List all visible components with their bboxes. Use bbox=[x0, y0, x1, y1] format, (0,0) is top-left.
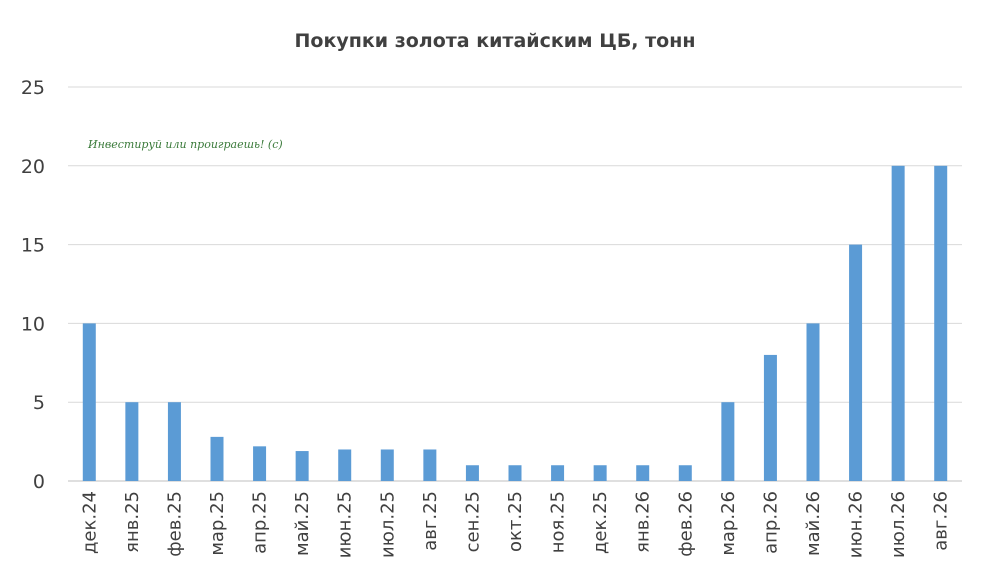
x-tick-label: мар.25 bbox=[207, 491, 228, 556]
bar bbox=[125, 402, 139, 481]
bar bbox=[593, 465, 607, 481]
x-tick-label: май.26 bbox=[803, 491, 824, 556]
x-tick-label: апр.25 bbox=[250, 491, 271, 554]
y-tick-label: 5 bbox=[33, 392, 45, 414]
y-tick-label: 25 bbox=[21, 77, 45, 99]
x-axis-ticks: дек.24 янв.25 фев.25 мар.25 апр.25 май.25 июн.… bbox=[79, 491, 951, 558]
x-tick-label: авг.25 bbox=[420, 491, 441, 551]
x-tick-label: июн.25 bbox=[335, 491, 356, 558]
x-tick-label: июл.26 bbox=[888, 491, 909, 558]
x-tick-label: фев.26 bbox=[675, 491, 696, 557]
x-tick-label: авг.26 bbox=[931, 491, 952, 551]
x-tick-label: окт.25 bbox=[505, 491, 526, 552]
y-tick-label: 10 bbox=[21, 313, 45, 335]
x-tick-label: ноя.25 bbox=[548, 491, 569, 553]
bar bbox=[423, 449, 437, 481]
bar bbox=[891, 165, 905, 482]
y-axis-ticks: 0 5 10 15 20 25 bbox=[21, 77, 45, 493]
bar bbox=[849, 244, 863, 481]
x-tick-label: дек.24 bbox=[79, 491, 100, 554]
x-tick-label: сен.25 bbox=[462, 491, 483, 552]
bar bbox=[82, 323, 96, 481]
y-tick-label: 15 bbox=[21, 235, 45, 257]
bars bbox=[82, 165, 948, 482]
x-tick-label: апр.26 bbox=[760, 491, 781, 554]
bar bbox=[210, 436, 224, 481]
bar bbox=[721, 402, 735, 481]
bar bbox=[551, 465, 565, 481]
x-tick-label: май.25 bbox=[292, 491, 313, 556]
chart-title: Покупки золота китайским ЦБ, тонн bbox=[295, 30, 696, 52]
bar bbox=[763, 354, 777, 481]
bar bbox=[380, 449, 394, 481]
bar bbox=[934, 165, 948, 482]
x-tick-label: фев.25 bbox=[164, 491, 185, 557]
bar bbox=[465, 465, 479, 481]
y-tick-label: 20 bbox=[21, 156, 45, 178]
bar bbox=[295, 451, 309, 481]
x-tick-label: янв.25 bbox=[122, 491, 143, 553]
x-tick-label: мар.26 bbox=[718, 491, 739, 556]
bar bbox=[636, 465, 650, 481]
x-tick-label: янв.26 bbox=[633, 491, 654, 553]
bar bbox=[253, 446, 267, 481]
bar bbox=[678, 465, 692, 481]
x-tick-label: июн.26 bbox=[846, 491, 867, 558]
y-tick-label: 0 bbox=[33, 471, 45, 493]
bar bbox=[167, 402, 181, 481]
watermark-annotation: Инвестируй или проиграешь! (с) bbox=[87, 138, 283, 151]
bar bbox=[806, 323, 820, 481]
bar bbox=[508, 465, 522, 481]
x-tick-label: дек.25 bbox=[590, 491, 611, 554]
x-tick-label: июл.25 bbox=[377, 491, 398, 558]
bar bbox=[338, 449, 352, 481]
